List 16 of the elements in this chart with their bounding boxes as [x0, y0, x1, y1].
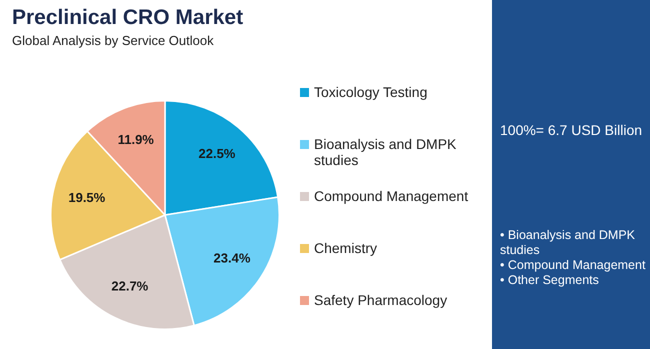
text: • Bioanalysis and DMPK studies [500, 228, 636, 258]
text: • Other Segments [500, 273, 600, 288]
data-label: 23.4% [214, 250, 251, 266]
data-label: 11.9% [118, 132, 154, 148]
chart-title: Preclinical CRO Market [12, 6, 244, 30]
legend-label: Safety Pharmacology [314, 292, 448, 308]
data-label: 22.5% [198, 146, 236, 161]
legend-label: Bioanalysis and DMPK studies [314, 136, 458, 168]
legend-label: Chemistry [314, 240, 378, 256]
chart-subtitle: Global Analysis by Service Outlook [12, 33, 214, 48]
data-label: 22.7% [111, 278, 149, 294]
legend-label: Compound Management [314, 188, 468, 204]
text: 100%= 6.7 USD Billion [500, 122, 642, 138]
legend-label: Toxicology Testing [314, 84, 428, 100]
text: • Compound Management [500, 258, 646, 273]
data-label: 19.5% [68, 190, 106, 205]
